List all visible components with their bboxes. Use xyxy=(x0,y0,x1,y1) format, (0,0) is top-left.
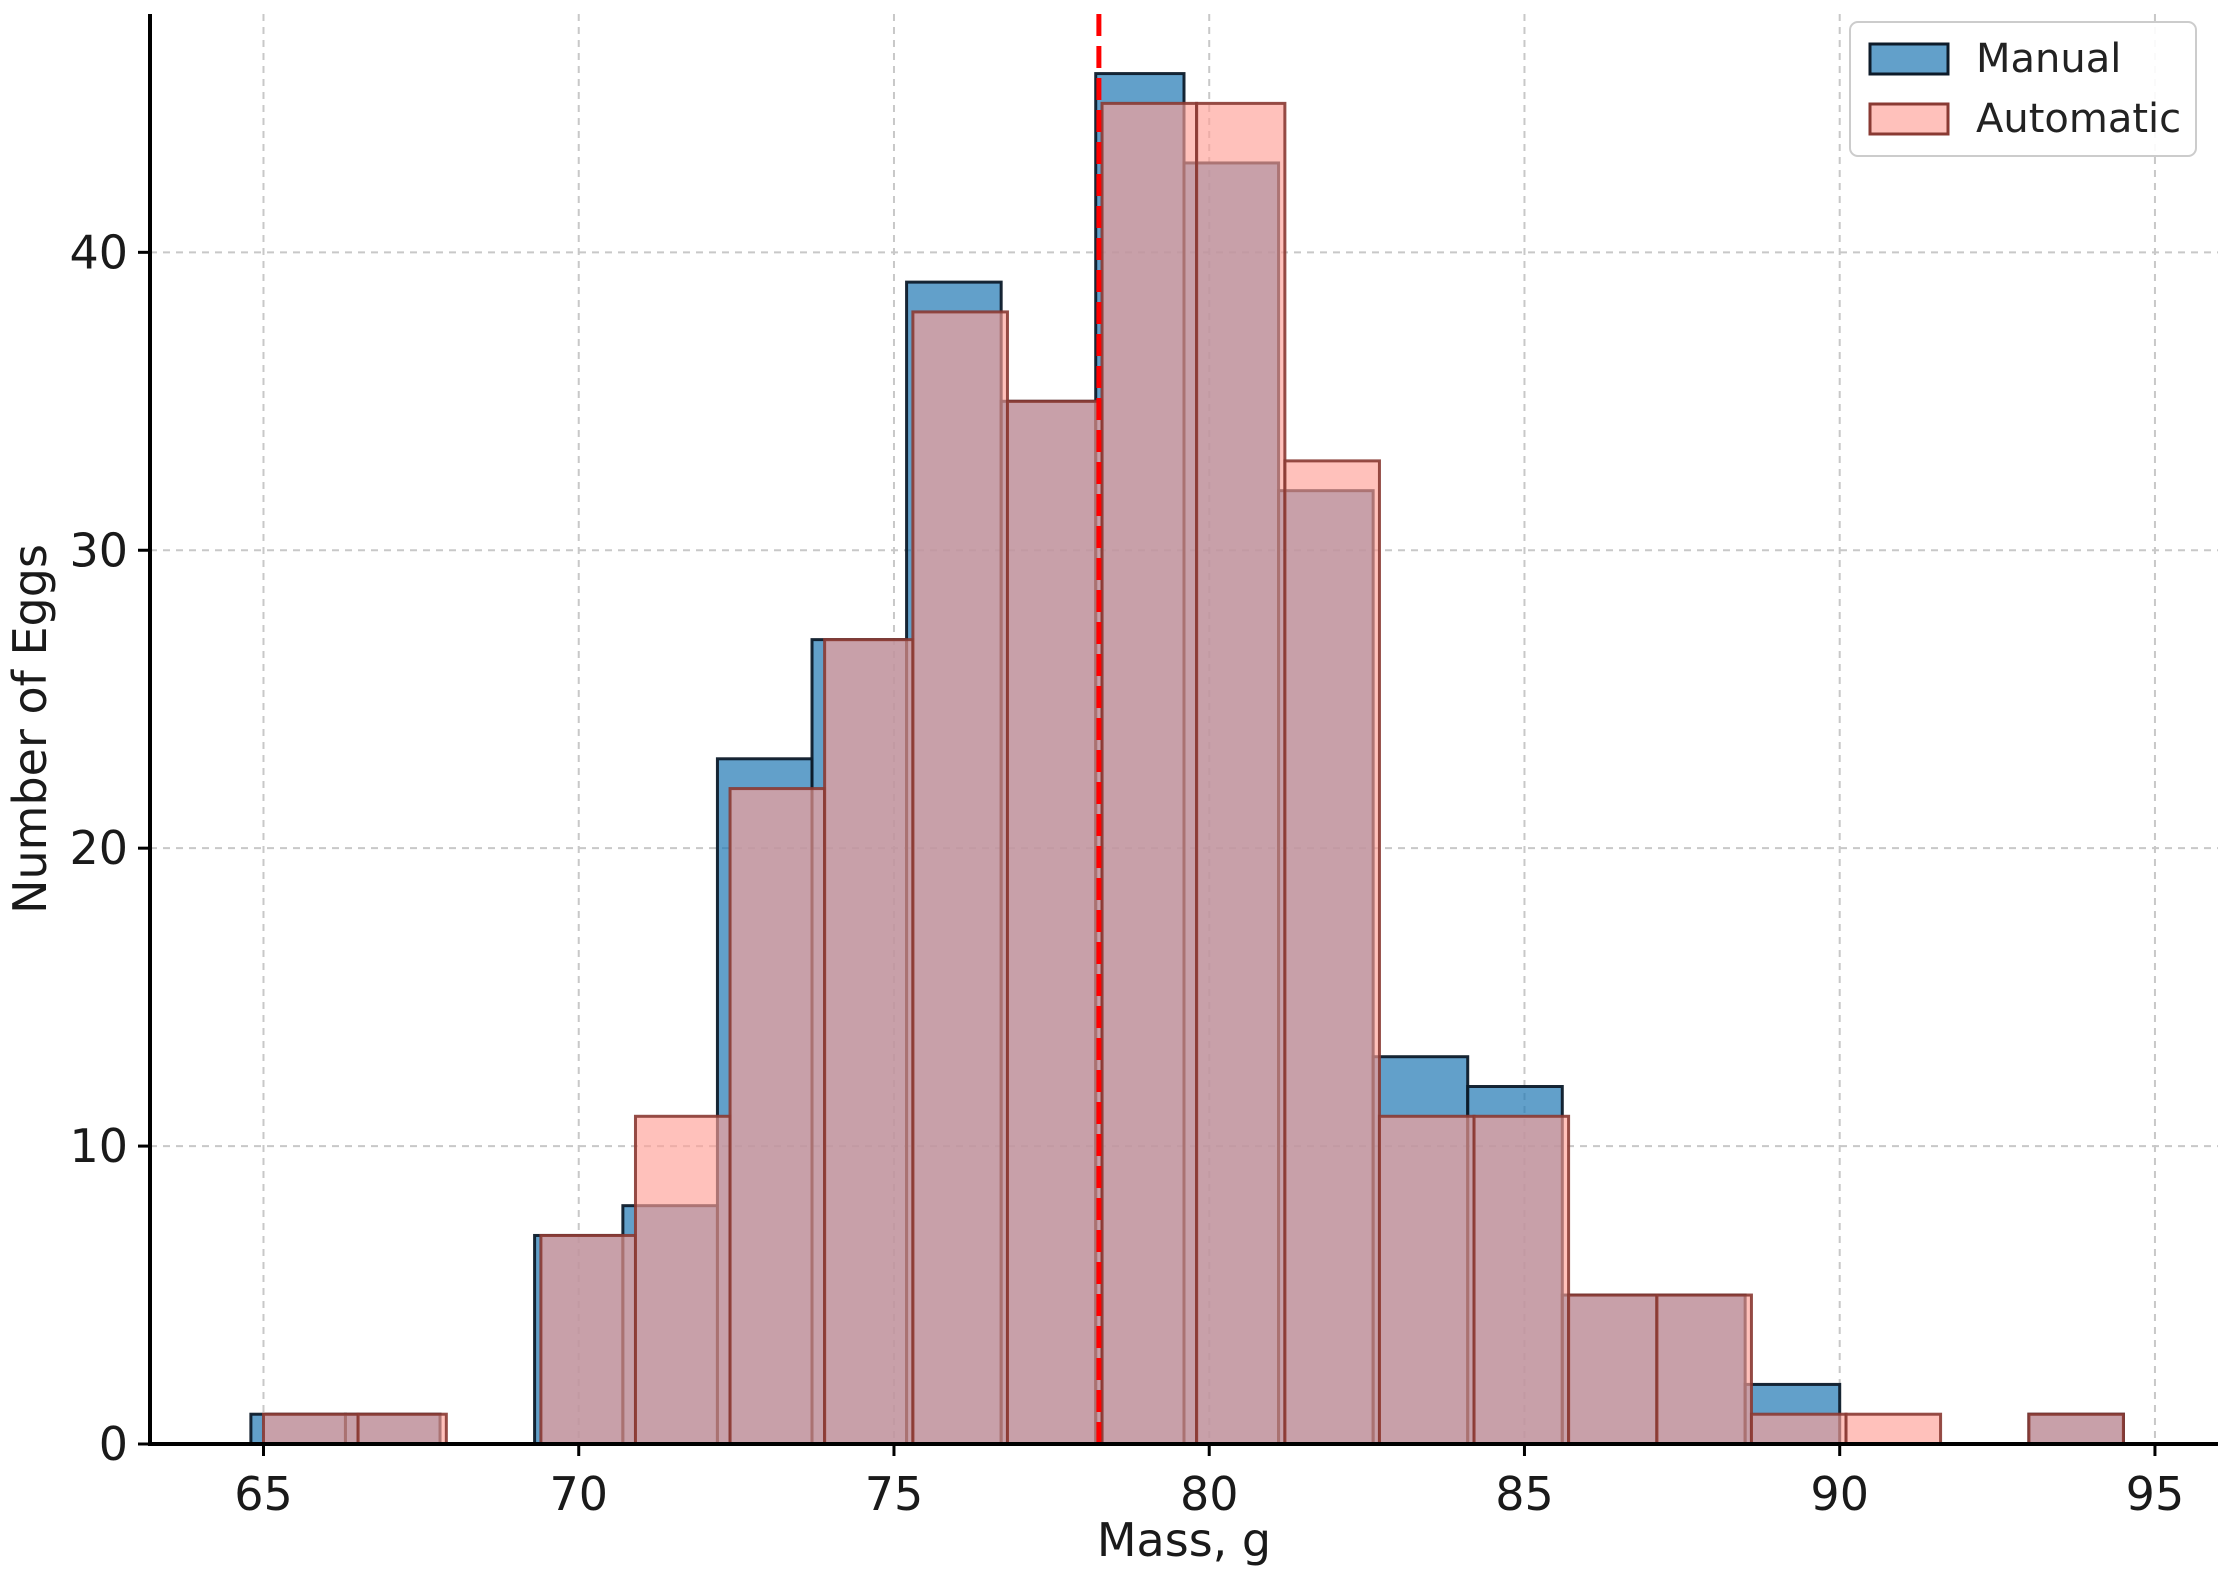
histogram-bar xyxy=(728,787,827,1446)
histogram-bar xyxy=(1844,1412,1943,1446)
histogram-bar xyxy=(1472,1114,1571,1446)
histogram-bar xyxy=(823,638,915,1446)
series-automatic xyxy=(261,101,2125,1446)
legend-swatch xyxy=(1868,102,1950,136)
y-tick-label: 0 xyxy=(99,1417,128,1471)
x-tick-label: 65 xyxy=(234,1467,293,1521)
histogram-bar xyxy=(911,310,1009,1446)
legend-label: Manual xyxy=(1976,36,2121,82)
histogram-bar xyxy=(1283,459,1381,1446)
histogram-bar xyxy=(2027,1412,2125,1446)
histogram-bar xyxy=(1655,1293,1753,1446)
histogram-bar xyxy=(539,1233,637,1446)
x-tick-label: 90 xyxy=(1810,1467,1869,1521)
histogram-bar xyxy=(1005,399,1104,1446)
x-tick-label: 95 xyxy=(2126,1467,2185,1521)
histogram-bar xyxy=(261,1412,360,1446)
histogram-bar xyxy=(1195,101,1287,1446)
x-tick-label: 75 xyxy=(865,1467,924,1521)
histogram-bar xyxy=(1749,1412,1848,1446)
x-tick-label: 70 xyxy=(549,1467,608,1521)
histogram-bars xyxy=(249,72,2125,1446)
histogram-bar xyxy=(1377,1114,1476,1446)
x-tick-label: 85 xyxy=(1495,1467,1554,1521)
y-tick-label: 30 xyxy=(69,523,128,577)
histogram-bar xyxy=(1100,101,1199,1446)
histogram-bar xyxy=(633,1114,732,1446)
y-tick-label: 10 xyxy=(69,1119,128,1173)
legend: Manual Automatic xyxy=(1849,21,2197,157)
tick-labels: 65 70 75 80 85 90 95 0 10 20 30 40 xyxy=(69,225,2184,1521)
y-tick-label: 40 xyxy=(69,225,128,279)
histogram-bar xyxy=(356,1412,448,1446)
y-tick-label: 20 xyxy=(69,821,128,875)
legend-label: Automatic xyxy=(1976,96,2181,142)
y-axis-label: Number of Eggs xyxy=(3,544,57,914)
histogram-bar xyxy=(1567,1293,1659,1446)
x-tick-label: 80 xyxy=(1180,1467,1239,1521)
x-axis-label: Mass, g xyxy=(1097,1513,1271,1567)
legend-swatch xyxy=(1868,42,1950,76)
